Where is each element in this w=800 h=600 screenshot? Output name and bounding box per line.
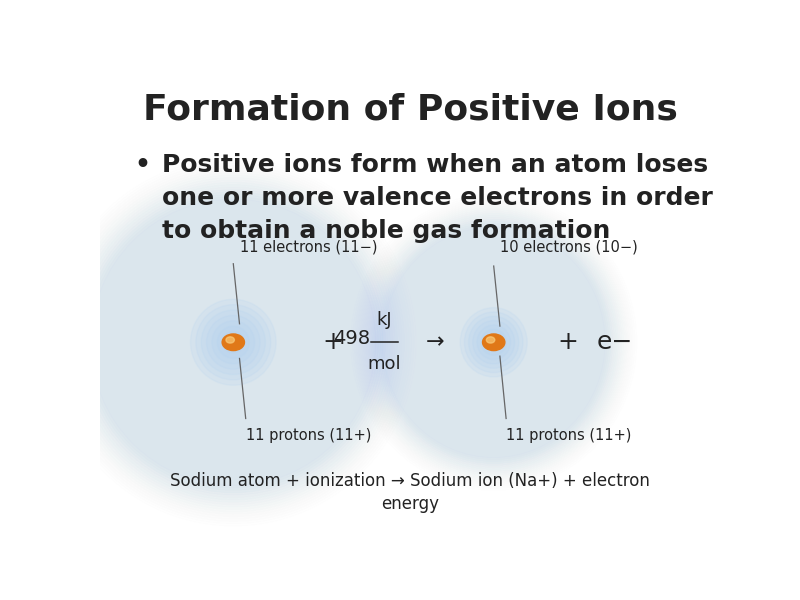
Ellipse shape bbox=[486, 334, 502, 351]
Text: e−: e− bbox=[597, 330, 633, 354]
Text: →: → bbox=[426, 332, 444, 352]
Text: +: + bbox=[558, 330, 578, 354]
Text: kJ: kJ bbox=[377, 311, 392, 329]
Circle shape bbox=[482, 334, 505, 350]
Text: 11 protons (11+): 11 protons (11+) bbox=[246, 428, 371, 443]
Text: 10 electrons (10−): 10 electrons (10−) bbox=[500, 239, 638, 254]
Text: 11 electrons (11−): 11 electrons (11−) bbox=[239, 239, 377, 254]
Text: 11 protons (11+): 11 protons (11+) bbox=[506, 428, 631, 443]
Ellipse shape bbox=[477, 325, 510, 359]
Text: to obtain a noble gas formation: to obtain a noble gas formation bbox=[162, 220, 610, 244]
Text: Sodium atom + ionization → Sodium ion (Na+) + electron: Sodium atom + ionization → Sodium ion (N… bbox=[170, 472, 650, 490]
Ellipse shape bbox=[190, 299, 276, 385]
Ellipse shape bbox=[465, 312, 523, 373]
Text: energy: energy bbox=[381, 495, 439, 513]
Ellipse shape bbox=[490, 338, 498, 347]
Ellipse shape bbox=[206, 316, 260, 369]
Ellipse shape bbox=[473, 320, 514, 364]
Text: 498: 498 bbox=[333, 329, 370, 348]
Text: one or more valence electrons in order: one or more valence electrons in order bbox=[162, 186, 713, 210]
Text: •: • bbox=[134, 153, 150, 177]
Text: Positive ions form when an atom loses: Positive ions form when an atom loses bbox=[162, 153, 708, 177]
Ellipse shape bbox=[196, 305, 270, 380]
Ellipse shape bbox=[469, 316, 519, 368]
Ellipse shape bbox=[218, 326, 250, 358]
Ellipse shape bbox=[202, 310, 266, 374]
Text: mol: mol bbox=[367, 355, 401, 373]
Text: +: + bbox=[322, 330, 343, 354]
Circle shape bbox=[486, 337, 495, 343]
Ellipse shape bbox=[481, 329, 506, 355]
Text: Formation of Positive Ions: Formation of Positive Ions bbox=[142, 93, 678, 127]
Circle shape bbox=[222, 334, 245, 350]
Ellipse shape bbox=[460, 308, 527, 377]
Ellipse shape bbox=[212, 321, 254, 364]
Ellipse shape bbox=[228, 337, 238, 347]
Ellipse shape bbox=[222, 332, 244, 353]
Circle shape bbox=[226, 337, 234, 343]
